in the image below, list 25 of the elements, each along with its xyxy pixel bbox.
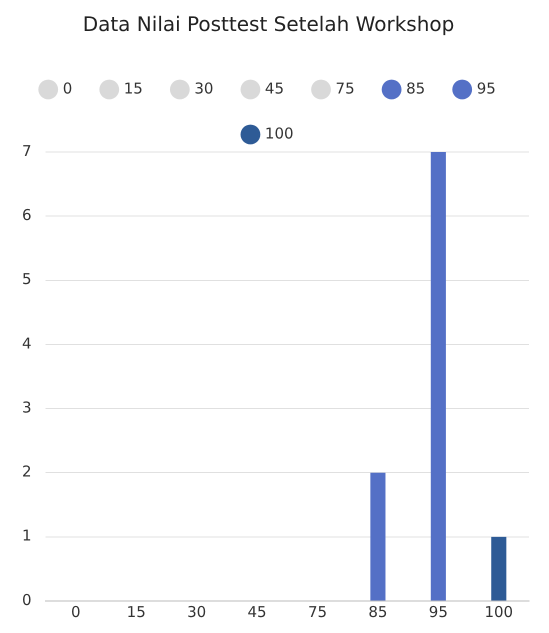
x-tick-label: 85 bbox=[368, 602, 388, 621]
legend-label: 100 bbox=[264, 124, 294, 142]
legend-label: 30 bbox=[194, 79, 214, 98]
legend-label: 15 bbox=[124, 79, 143, 98]
x-tick-label: 0 bbox=[70, 602, 81, 621]
legend-label: 85 bbox=[406, 79, 426, 98]
x-tick-label: 95 bbox=[428, 602, 448, 621]
chart-title: Data Nilai Posttest Setelah Workshop bbox=[82, 12, 454, 36]
y-tick-label: 0 bbox=[22, 590, 32, 609]
x-tick-label: 100 bbox=[484, 602, 514, 621]
x-tick-label: 75 bbox=[308, 602, 328, 621]
y-tick-label: 3 bbox=[22, 398, 32, 416]
x-tick-label: 15 bbox=[126, 602, 146, 621]
y-tick-label: 6 bbox=[22, 206, 32, 224]
x-tick-label: 45 bbox=[248, 602, 267, 621]
legend-label: 95 bbox=[476, 79, 496, 98]
y-tick-label: 7 bbox=[22, 142, 32, 160]
legend-label: 45 bbox=[264, 79, 284, 98]
legend-label: 0 bbox=[62, 79, 72, 98]
y-tick-label: 5 bbox=[22, 270, 32, 288]
y-tick-label: 1 bbox=[22, 526, 32, 545]
legend-label: 75 bbox=[336, 79, 355, 98]
y-tick-label: 4 bbox=[22, 334, 32, 352]
y-tick-label: 2 bbox=[22, 462, 32, 481]
x-tick-label: 30 bbox=[187, 602, 206, 621]
